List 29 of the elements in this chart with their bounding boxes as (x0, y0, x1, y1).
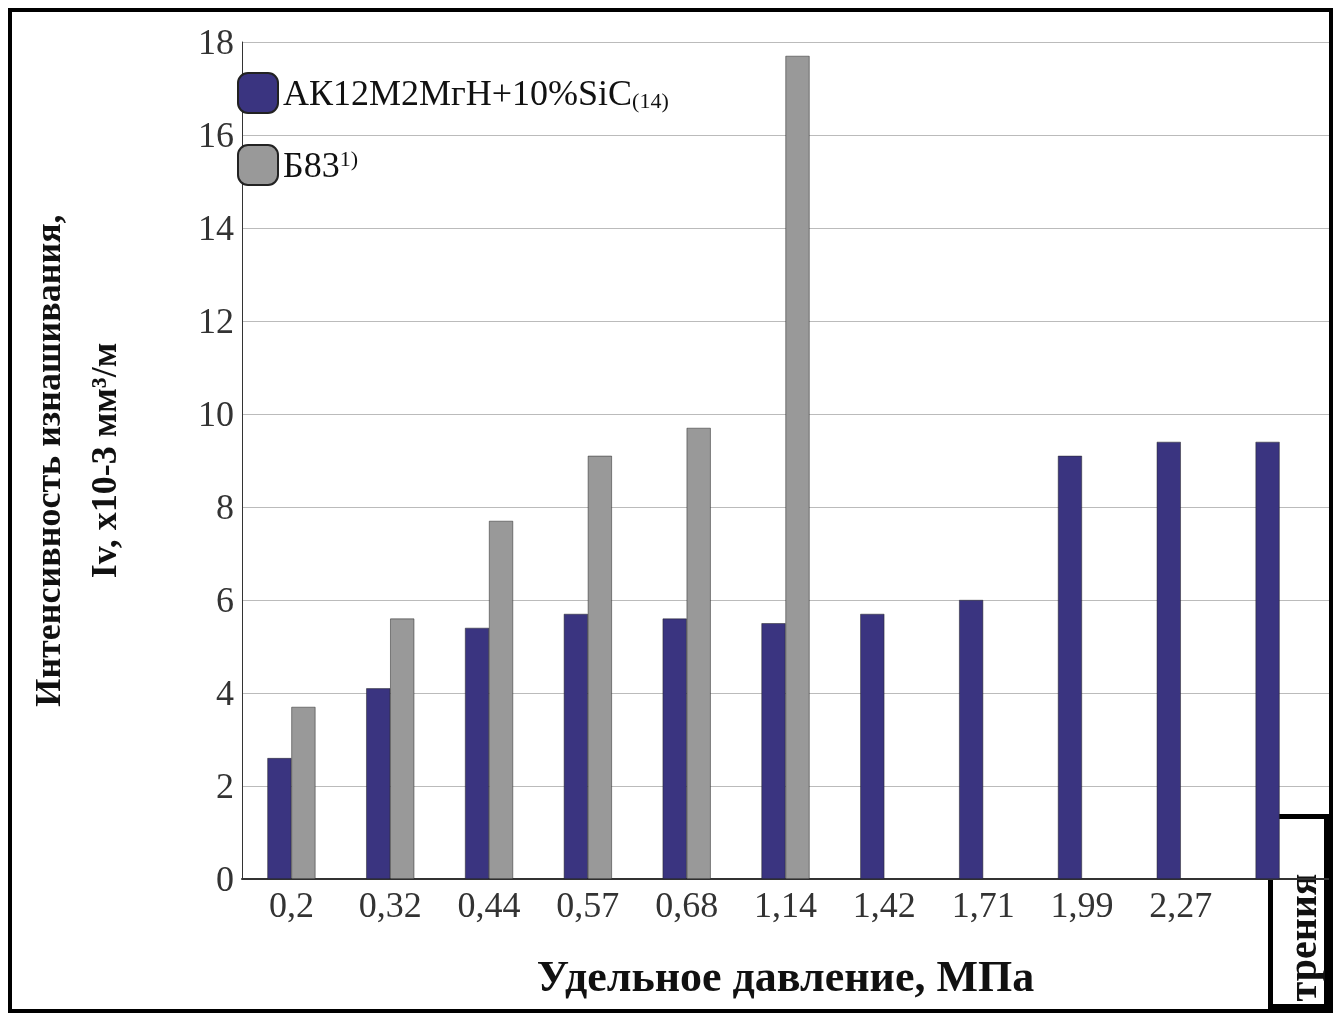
bar (959, 600, 984, 879)
x-tick-label: 0,68 (655, 885, 719, 925)
x-tick-label: 1,42 (852, 885, 916, 925)
y-tick-label: 8 (216, 487, 234, 527)
bar (860, 613, 885, 879)
x-tick-label: 0,44 (457, 885, 521, 925)
y-tick-label: 12 (198, 301, 234, 341)
bar (1057, 455, 1082, 879)
x-tick-label: 0,57 (556, 885, 620, 925)
y-axis-title: Интенсивность изнашивания, Iv, x10-3 мм³/м (28, 214, 124, 707)
x-tick-label: 1,14 (754, 885, 817, 925)
y-tick-label: 4 (216, 673, 234, 713)
x-tick-label: 0,2 (268, 885, 314, 925)
y-tick-label: 10 (198, 394, 234, 434)
y-tick-label: 14 (198, 208, 234, 248)
y-tick-label: 6 (216, 580, 234, 620)
annotation: трения (1280, 873, 1325, 1002)
y-tick-label: 18 (198, 22, 234, 62)
bar (1156, 441, 1181, 879)
x-tick-label: 1,71 (951, 885, 1015, 925)
x-axis-title: Удельное давление, МПа (536, 951, 1035, 1001)
y-tick-label: 16 (198, 115, 234, 155)
legend-label: АК12М2МгН+10%SiC(14) (283, 73, 669, 113)
bar (1255, 441, 1280, 879)
y-tick-label: 0 (216, 859, 234, 899)
y-tick-label: 2 (216, 766, 234, 806)
x-tick-label: 1,99 (1050, 885, 1114, 925)
x-tick-label: 0,32 (358, 885, 422, 925)
x-tick-label: 2,27 (1149, 885, 1213, 925)
